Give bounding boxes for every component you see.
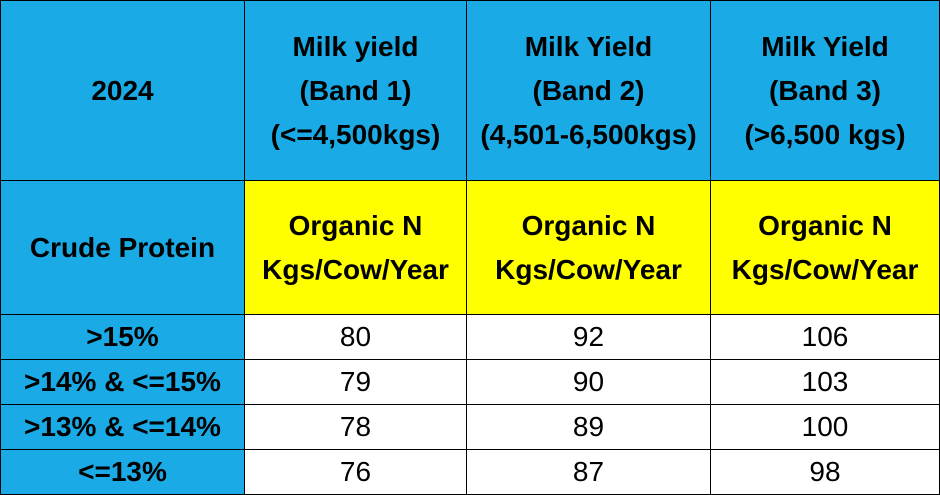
value-cell: 100 xyxy=(710,404,940,450)
band-header-row: 2024 Milk yield (Band 1) (<=4,500kgs) Mi… xyxy=(0,0,940,181)
unit-header-band-1-line2: Kgs/Cow/Year xyxy=(262,253,449,285)
row-label: <=13% xyxy=(0,449,245,495)
year-cell: 2024 xyxy=(0,0,245,181)
band-3-range: (>6,500 kgs) xyxy=(744,118,906,150)
band-1-header: Milk yield (Band 1) (<=4,500kgs) xyxy=(244,0,467,181)
value-cell: 106 xyxy=(710,314,940,360)
value-cell: 98 xyxy=(710,449,940,495)
unit-header-band-3: Organic N Kgs/Cow/Year xyxy=(710,180,940,315)
unit-header-band-2: Organic N Kgs/Cow/Year xyxy=(466,180,711,315)
unit-header-band-2-line2: Kgs/Cow/Year xyxy=(495,253,682,285)
band-2-title: Milk Yield xyxy=(524,30,653,62)
value-cell: 87 xyxy=(466,449,711,495)
band-1-title: Milk yield xyxy=(292,30,419,62)
row-label: >14% & <=15% xyxy=(0,359,245,405)
value-cell: 80 xyxy=(244,314,467,360)
table-row: >15% 80 92 106 xyxy=(0,314,940,360)
value-cell: 79 xyxy=(244,359,467,405)
value-cell: 92 xyxy=(466,314,711,360)
row-label: >15% xyxy=(0,314,245,360)
band-2-label: (Band 2) xyxy=(532,74,645,106)
table-row: >14% & <=15% 79 90 103 xyxy=(0,359,940,405)
band-1-range: (<=4,500kgs) xyxy=(270,118,441,150)
value-cell: 76 xyxy=(244,449,467,495)
band-2-range: (4,501-6,500kgs) xyxy=(480,118,697,150)
table-row: <=13% 76 87 98 xyxy=(0,449,940,495)
value-cell: 90 xyxy=(466,359,711,405)
unit-header-band-3-line2: Kgs/Cow/Year xyxy=(731,253,919,285)
band-1-label: (Band 1) xyxy=(299,74,412,106)
value-cell: 78 xyxy=(244,404,467,450)
band-3-label: (Band 3) xyxy=(769,74,881,106)
band-3-header: Milk Yield (Band 3) (>6,500 kgs) xyxy=(710,0,940,181)
value-cell: 103 xyxy=(710,359,940,405)
unit-header-band-2-line1: Organic N xyxy=(521,209,656,241)
unit-header-band-1-line1: Organic N xyxy=(288,209,423,241)
unit-header-row: Crude Protein Organic N Kgs/Cow/Year Org… xyxy=(0,180,940,315)
row-label: >13% & <=14% xyxy=(0,404,245,450)
value-cell: 89 xyxy=(466,404,711,450)
band-3-title: Milk Yield xyxy=(761,30,889,62)
unit-header-band-3-line1: Organic N xyxy=(758,209,892,241)
band-2-header: Milk Yield (Band 2) (4,501-6,500kgs) xyxy=(466,0,711,181)
table-row: >13% & <=14% 78 89 100 xyxy=(0,404,940,450)
crude-protein-header: Crude Protein xyxy=(0,180,245,315)
unit-header-band-1: Organic N Kgs/Cow/Year xyxy=(244,180,467,315)
